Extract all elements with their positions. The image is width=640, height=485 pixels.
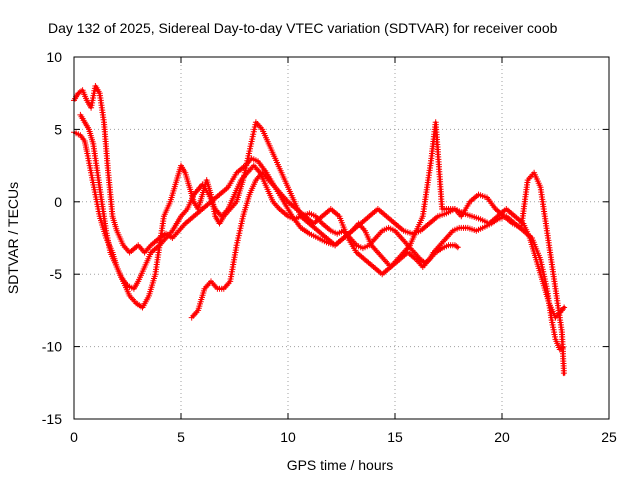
ticks: 0 5 10 15 20 25 -15 -10 -5 0 5 10 [42,49,617,445]
y-tick-label: 5 [54,121,62,137]
data-layer [71,83,568,377]
plot-frame [73,56,610,420]
x-tick-label: 10 [280,429,296,445]
y-tick-label: -15 [42,411,62,427]
series-markers [77,111,567,377]
x-tick-label: 15 [387,429,403,445]
x-tick-label: 0 [70,429,78,445]
x-axis-label: GPS time / hours [287,457,394,473]
series-markers [188,169,461,321]
chart-title: Day 132 of 2025, Sidereal Day-to-day VTE… [48,20,558,36]
y-tick-label: 0 [54,194,62,210]
y-axis-label: SDTVAR / TECUs [5,182,21,294]
y-tick-label: 10 [46,49,62,65]
y-tick-label: -5 [50,266,63,282]
x-tick-label: 25 [601,429,617,445]
x-tick-label: 5 [177,429,185,445]
series-4 [188,169,461,321]
x-tick-label: 20 [494,429,510,445]
grid [74,57,609,419]
y-tick-label: -10 [42,339,62,355]
